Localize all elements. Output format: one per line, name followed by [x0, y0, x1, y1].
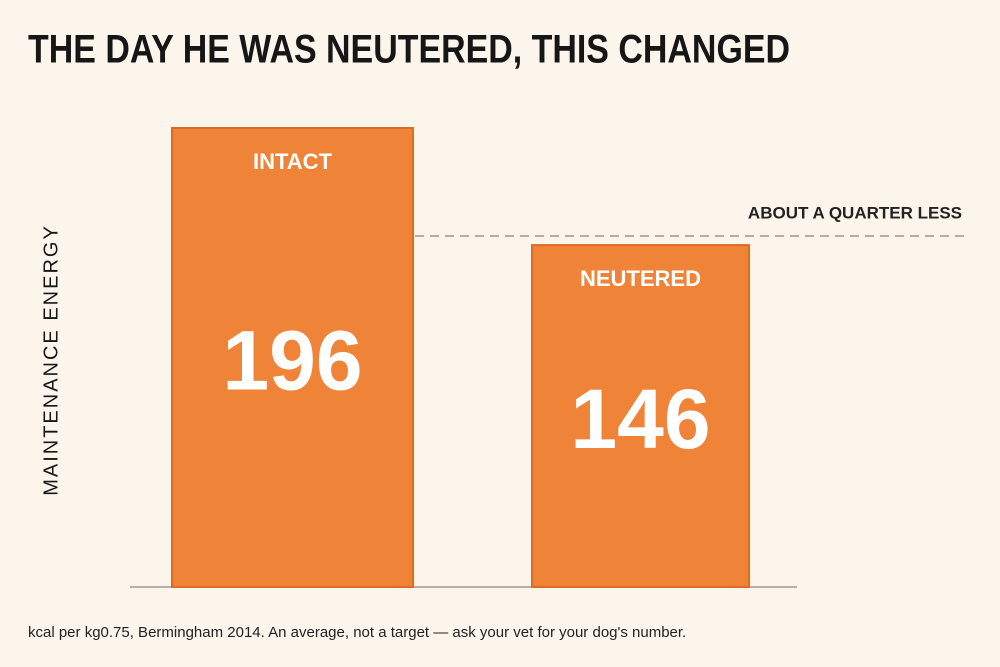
value-label: 196 [222, 314, 362, 408]
bar [531, 244, 750, 589]
category-label: INTACT [253, 149, 333, 174]
chart-title: THE DAY HE WAS NEUTERED, THIS CHANGED [28, 28, 790, 72]
bar [171, 127, 414, 588]
annotation: ABOUT A QUARTER LESS [748, 203, 962, 222]
category-label: NEUTERED [580, 266, 701, 291]
value-label: 146 [570, 372, 710, 466]
y-axis-label: MAINTENANCE ENERGY [40, 224, 62, 496]
footnote: kcal per kg0.75, Bermingham 2014. An ave… [28, 624, 686, 641]
